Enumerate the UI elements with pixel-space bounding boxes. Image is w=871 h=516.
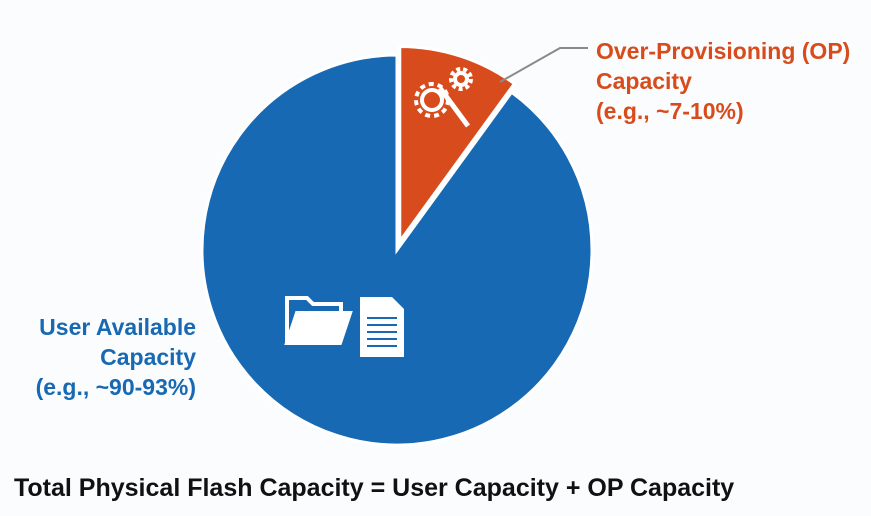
pie-slice: [200, 53, 594, 447]
op-label: Over-Provisioning (OP) Capacity (e.g., ~…: [596, 36, 866, 126]
document-icon: [360, 297, 404, 357]
user-label: User Available Capacity (e.g., ~90-93%): [0, 312, 196, 402]
leader-line: [499, 47, 588, 83]
caption: Total Physical Flash Capacity = User Cap…: [14, 474, 735, 502]
pie-slice: [398, 44, 517, 247]
folder-icon: [284, 296, 353, 345]
note-label: (e.g., ~7-10%): [596, 98, 744, 124]
category-label: Over-Provisioning (OP) Capacity: [596, 38, 851, 94]
category-label: User Available Capacity: [39, 314, 196, 370]
gear-icon: [414, 67, 473, 128]
note-label: (e.g., ~90-93%): [35, 374, 196, 400]
